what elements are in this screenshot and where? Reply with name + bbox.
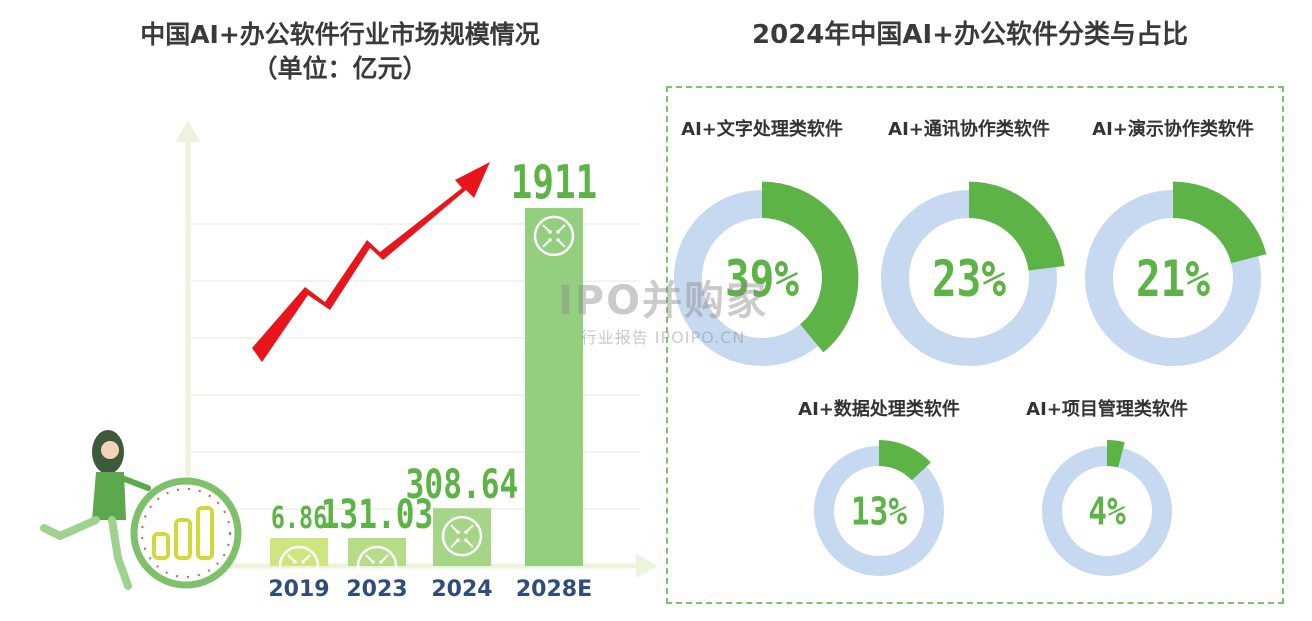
- value-label-2024: 308.64: [406, 462, 519, 508]
- donut-4: AI+数据处理类软件 13%: [798, 398, 960, 582]
- donut-value-label: 4%: [1088, 491, 1126, 535]
- donut-category-label: AI+数据处理类软件: [798, 398, 960, 420]
- donut-panel-border: [666, 86, 1284, 604]
- bar-chart: 6.86 2019 131.03 2023 308.64 2024 1911 2028E: [40, 120, 658, 602]
- donut-category-label: AI+通讯协作类软件: [888, 118, 1050, 140]
- bar-2023: [348, 538, 406, 566]
- donut-category-label: AI+演示协作类软件: [1092, 118, 1254, 140]
- donut-slice: [1076, 181, 1270, 375]
- compress-arrows-icon: [278, 545, 320, 587]
- donut-3: AI+演示协作类软件 21%: [1076, 118, 1270, 375]
- donut-category-label: AI+项目管理类软件: [1026, 398, 1188, 420]
- donut-category-label: AI+文字处理类软件: [681, 118, 843, 140]
- bar-chart-title-line1: 中国AI+办公软件行业市场规模情况: [140, 20, 540, 49]
- compress-arrows-icon: [441, 515, 483, 557]
- category-label-2019: 2019: [268, 577, 329, 602]
- donut-slice: [872, 181, 1066, 375]
- value-label-2028E: 1911: [511, 156, 597, 210]
- trend-arrow: [252, 162, 490, 362]
- donut-value-label: 23%: [932, 250, 1006, 308]
- value-label-2019: 6.86: [271, 501, 327, 536]
- donut-slice: [1036, 440, 1178, 582]
- compress-arrows-icon: [533, 215, 575, 257]
- donut-value-label: 39%: [725, 250, 799, 308]
- category-label-2028E: 2028E: [516, 577, 592, 602]
- category-label-2023: 2023: [346, 577, 407, 602]
- donut-slice: [665, 181, 859, 375]
- compress-arrows-icon: [356, 545, 398, 587]
- bar-2028E: [525, 207, 583, 567]
- category-label-2024: 2024: [431, 577, 492, 602]
- bar-chart-title: 中国AI+办公软件行业市场规模情况 （单位：亿元）: [90, 18, 590, 86]
- decorative-person-icon: [40, 430, 242, 590]
- bar-chart-subtitle: （单位：亿元）: [252, 54, 428, 83]
- value-label-2023: 131.03: [321, 492, 434, 538]
- donut-value-label: 13%: [851, 491, 907, 535]
- donut-2: AI+通讯协作类软件 23%: [872, 118, 1066, 375]
- donut-chart-title: 2024年中国AI+办公软件分类与占比: [752, 20, 1188, 50]
- bar-2019: [270, 538, 328, 566]
- donut-5: AI+项目管理类软件 4%: [1026, 398, 1188, 582]
- donut-charts: AI+文字处理类软件39%AI+通讯协作类软件23%AI+演示协作类软件21%A…: [665, 118, 1270, 582]
- donut-slice: [808, 440, 950, 582]
- donut-value-label: 21%: [1136, 250, 1210, 308]
- donut-1: AI+文字处理类软件 39%: [665, 118, 859, 375]
